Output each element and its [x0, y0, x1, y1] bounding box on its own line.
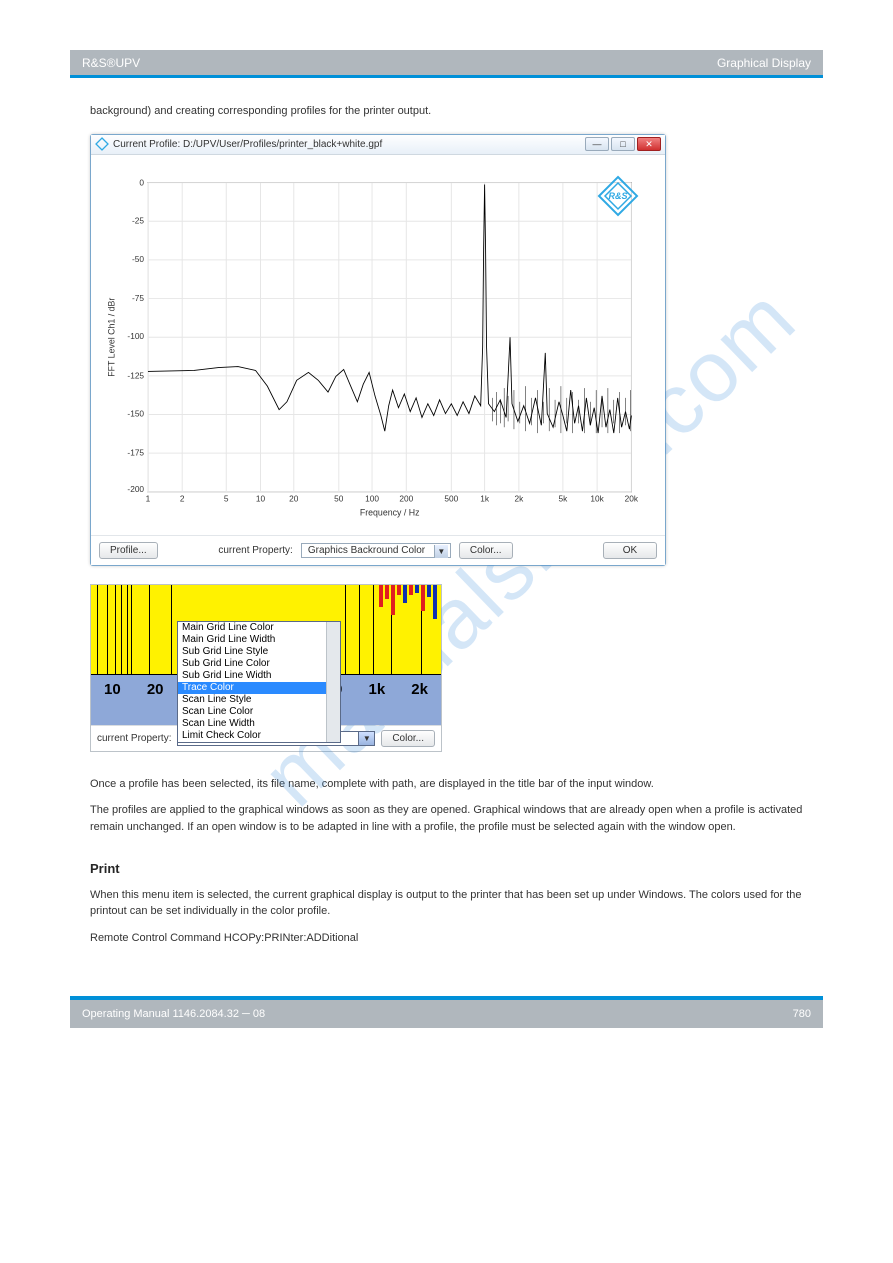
svg-text:1: 1 — [146, 494, 151, 504]
svg-text:-175: -175 — [127, 448, 144, 458]
dropdown-item[interactable]: Scan Line Style — [178, 694, 340, 706]
header-banner: R&S®UPV Graphical Display — [70, 50, 823, 78]
svg-text:20k: 20k — [625, 494, 639, 504]
dropdown-item[interactable]: Scan Line Color — [178, 706, 340, 718]
max-button[interactable]: □ — [611, 137, 635, 151]
svg-text:200: 200 — [399, 494, 413, 504]
property-dropdown-panel: Main Grid Line Color Main Grid Line Widt… — [90, 584, 442, 752]
profile-preview-window: Current Profile: D:/UPV/User/Profiles/pr… — [90, 134, 666, 566]
svg-text:-125: -125 — [127, 370, 144, 380]
axis-tick: 2k — [411, 681, 428, 698]
print-heading: Print — [90, 859, 803, 879]
svg-text:FFT Level Ch1 / dBr: FFT Level Ch1 / dBr — [107, 298, 117, 377]
paragraph: The profiles are applied to the graphica… — [90, 802, 803, 835]
svg-text:500: 500 — [444, 494, 458, 504]
svg-text:5k: 5k — [559, 494, 569, 504]
dropdown-item[interactable]: Limit Check Color — [178, 730, 340, 742]
svg-text:2k: 2k — [514, 494, 524, 504]
svg-text:0: 0 — [139, 177, 144, 187]
paragraph: Once a profile has been selected, its fi… — [90, 776, 803, 793]
dropdown-scrollbar[interactable] — [326, 622, 340, 742]
svg-text:2: 2 — [180, 494, 185, 504]
property-combo[interactable]: Graphics Backround Color ▼ — [301, 543, 451, 558]
svg-text:50: 50 — [334, 494, 344, 504]
current-property-label: current Property: — [218, 545, 292, 556]
dropdown-item[interactable]: Sub Grid Line Width — [178, 670, 340, 682]
window-title: Current Profile: D:/UPV/User/Profiles/pr… — [113, 139, 382, 150]
close-button[interactable]: ✕ — [637, 137, 661, 151]
dropdown-item[interactable]: Sub Grid Line Color — [178, 658, 340, 670]
dropdown-item[interactable]: Scan Line Width — [178, 718, 340, 730]
current-property-label-2: current Property: — [97, 733, 171, 744]
svg-text:5: 5 — [224, 494, 229, 504]
footer-banner: Operating Manual 1146.2084.32 ─ 08 780 — [70, 1000, 823, 1028]
svg-text:-100: -100 — [127, 331, 144, 341]
svg-text:-25: -25 — [132, 216, 144, 226]
chevron-down-icon: ▼ — [434, 545, 448, 558]
titlebar[interactable]: Current Profile: D:/UPV/User/Profiles/pr… — [91, 135, 665, 155]
rs-logo: R&S — [597, 175, 639, 220]
chevron-down-icon: ▼ — [358, 732, 374, 745]
svg-text:-75: -75 — [132, 293, 144, 303]
svg-text:20: 20 — [289, 494, 299, 504]
footer-right: 780 — [793, 1008, 811, 1020]
color-button[interactable]: Color... — [459, 542, 513, 559]
intro-text: background) and creating corresponding p… — [90, 104, 803, 120]
svg-text:R&S: R&S — [608, 191, 627, 201]
dropdown-item[interactable]: Main Grid Line Width — [178, 634, 340, 646]
svg-text:100: 100 — [365, 494, 379, 504]
profile-button[interactable]: Profile... — [99, 542, 158, 559]
yellow-region: Main Grid Line Color Main Grid Line Widt… — [91, 585, 441, 675]
property-dropdown-list[interactable]: Main Grid Line Color Main Grid Line Widt… — [177, 621, 341, 743]
dropdown-item-selected[interactable]: Trace Color — [178, 682, 340, 694]
property-combo-value: Graphics Backround Color — [308, 545, 425, 556]
axis-tick: 10 — [104, 681, 121, 698]
bottom-toolbar: Profile... current Property: Graphics Ba… — [91, 535, 665, 565]
svg-text:-50: -50 — [132, 254, 144, 264]
svg-text:-200: -200 — [127, 484, 144, 494]
ok-button[interactable]: OK — [603, 542, 657, 559]
dropdown-item[interactable]: Sub Grid Line Style — [178, 646, 340, 658]
axis-tick: 1k — [368, 681, 385, 698]
min-button[interactable]: — — [585, 137, 609, 151]
svg-text:-150: -150 — [127, 408, 144, 418]
header-left: R&S®UPV — [82, 56, 140, 70]
header-right: Graphical Display — [717, 56, 811, 70]
dropdown-item[interactable]: Main Grid Line Color — [178, 622, 340, 634]
paragraph: Remote Control Command HCOPy:PRINter:ADD… — [90, 930, 803, 947]
svg-text:10: 10 — [256, 494, 266, 504]
color-button-2[interactable]: Color... — [381, 730, 435, 747]
footer-left: Operating Manual 1146.2084.32 ─ 08 — [82, 1008, 265, 1020]
svg-text:1k: 1k — [480, 494, 490, 504]
svg-text:10k: 10k — [590, 494, 604, 504]
axis-tick: 20 — [147, 681, 164, 698]
svg-text:Frequency / Hz: Frequency / Hz — [360, 507, 420, 517]
body-text: Once a profile has been selected, its fi… — [90, 776, 803, 947]
fft-chart: 0 -25 -50 -75 -100 -125 -150 -175 -200 — [101, 165, 649, 529]
window-icon — [95, 137, 109, 151]
paragraph: When this menu item is selected, the cur… — [90, 887, 803, 920]
